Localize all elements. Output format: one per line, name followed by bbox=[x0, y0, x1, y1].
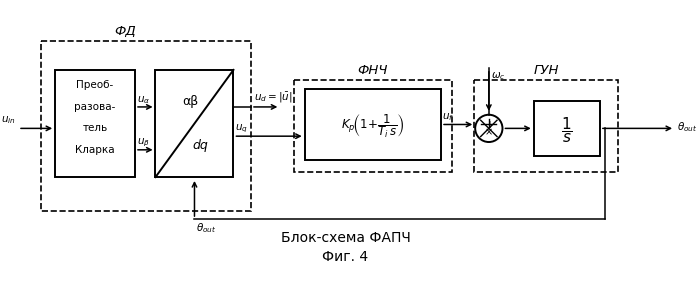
Text: разова-: разова- bbox=[75, 102, 116, 112]
Text: dq: dq bbox=[193, 139, 208, 152]
Text: Кларка: Кларка bbox=[75, 145, 115, 155]
Text: $u_\alpha$: $u_\alpha$ bbox=[137, 94, 150, 106]
Text: αβ: αβ bbox=[182, 95, 199, 108]
Text: Блок-схема ФАПЧ: Блок-схема ФАПЧ bbox=[281, 231, 410, 245]
Bar bbox=[534, 101, 600, 156]
Text: тель: тель bbox=[82, 123, 107, 133]
Text: $u_\beta$: $u_\beta$ bbox=[137, 136, 150, 149]
Text: ФНЧ: ФНЧ bbox=[357, 64, 388, 77]
Text: $u_f$: $u_f$ bbox=[442, 111, 454, 122]
Text: ФД: ФД bbox=[114, 25, 136, 38]
Text: $K_p\!\left(1\!+\!\dfrac{1}{T_i\,s}\right)$: $K_p\!\left(1\!+\!\dfrac{1}{T_i\,s}\righ… bbox=[341, 112, 405, 140]
Bar bbox=[304, 90, 441, 160]
Text: $u_{in}$: $u_{in}$ bbox=[1, 115, 16, 126]
Text: $\omega_c$: $\omega_c$ bbox=[491, 70, 505, 82]
Text: $u_d=|\bar{u}|$: $u_d=|\bar{u}|$ bbox=[254, 91, 292, 105]
Bar bbox=[474, 80, 618, 172]
Bar bbox=[55, 70, 135, 177]
Text: $\dfrac{1}{s}$: $\dfrac{1}{s}$ bbox=[561, 116, 572, 145]
Text: +: + bbox=[485, 120, 493, 130]
Text: Преоб-: Преоб- bbox=[77, 80, 114, 90]
Text: $u_q$: $u_q$ bbox=[235, 123, 248, 135]
Text: $\theta_{out}$: $\theta_{out}$ bbox=[677, 120, 697, 134]
Bar bbox=[156, 70, 233, 177]
Bar bbox=[41, 41, 251, 211]
Text: ГУН: ГУН bbox=[533, 64, 559, 77]
Text: ×: × bbox=[485, 127, 493, 137]
Text: Фиг. 4: Фиг. 4 bbox=[322, 250, 369, 264]
Text: $\theta_{out}$: $\theta_{out}$ bbox=[196, 221, 217, 235]
Bar bbox=[294, 80, 452, 172]
